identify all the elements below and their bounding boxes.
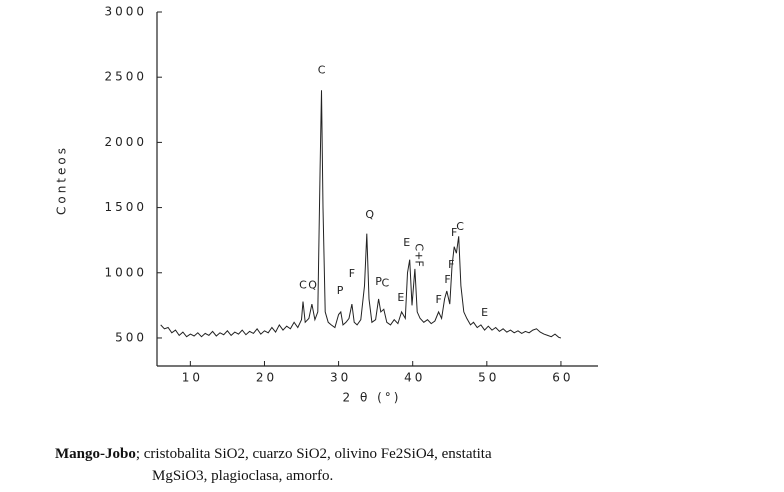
peak-label: F — [435, 293, 441, 306]
x-tick-label: 10 — [182, 371, 203, 385]
y-axis-title: Conteos — [55, 145, 69, 215]
caption-text: ; cristobalita SiO2, cuarzo SiO2, olivin… — [136, 446, 492, 462]
caption-line: Mango-Jobo; cristobalita SiO2, cuarzo Si… — [55, 446, 492, 462]
peak-label: C — [299, 278, 307, 291]
peak-label: P — [375, 275, 382, 288]
peak-label: C — [318, 63, 326, 76]
peak-label: Q — [308, 278, 317, 291]
y-tick-label: 1000 — [104, 265, 147, 279]
peak-label: F — [448, 258, 454, 271]
caption-bold: Mango-Jobo — [55, 446, 136, 462]
x-tick-label: 40 — [404, 371, 425, 385]
peak-label: F — [349, 267, 355, 280]
peak-label: Q — [365, 208, 374, 221]
peak-label: E — [403, 236, 410, 249]
caption-line: MgSiO3, plagioclasa, amorfo. — [152, 468, 333, 484]
y-tick-label: 2500 — [104, 70, 147, 84]
peak-label: E — [481, 306, 488, 319]
data-line — [160, 90, 562, 339]
y-tick-label: 3000 — [104, 5, 147, 19]
y-tick-label: 1500 — [104, 200, 147, 214]
peak-label: E — [397, 291, 404, 304]
peak-label: P — [337, 284, 344, 297]
peak-label: F — [444, 273, 450, 286]
peak-label: C — [381, 276, 389, 289]
y-tick-label: 2000 — [104, 135, 147, 149]
x-tick-label: 30 — [330, 371, 351, 385]
x-tick-label: 20 — [256, 371, 277, 385]
peak-label: C — [456, 220, 464, 233]
peak-label: F — [451, 226, 457, 239]
x-axis-title: 2 θ (°) — [343, 391, 402, 405]
y-tick-label: 500 — [115, 330, 147, 344]
x-tick-label: 50 — [478, 371, 499, 385]
x-tick-label: 60 — [552, 371, 573, 385]
peak-label: C+F — [413, 243, 426, 266]
